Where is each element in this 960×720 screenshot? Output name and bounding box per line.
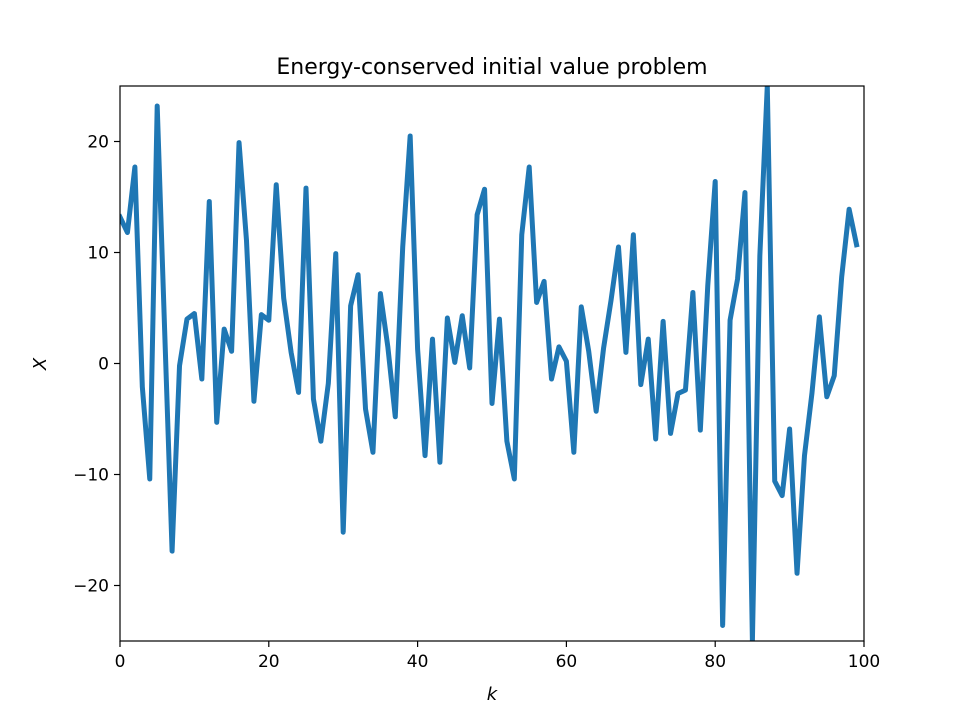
y-tick-label: 0 [98, 355, 109, 375]
x-tick-label: 100 [848, 652, 880, 672]
y-axis-ticks: −20 −10 0 10 20 [73, 133, 120, 597]
y-tick-label: −20 [73, 577, 109, 597]
y-axis-label: X [30, 357, 51, 371]
y-tick-label: 20 [87, 133, 109, 153]
y-tick-label: 10 [87, 244, 109, 264]
chart-title: Energy-conserved initial value problem [276, 55, 707, 80]
x-axis-label: k [487, 684, 499, 705]
series-line-0 [120, 86, 860, 641]
x-axis-ticks: 0 20 40 60 80 100 [115, 641, 880, 672]
y-tick-label: −10 [73, 466, 109, 486]
x-tick-label: 80 [704, 652, 726, 672]
series-layer [120, 86, 860, 641]
x-tick-label: 0 [115, 652, 126, 672]
x-tick-label: 20 [258, 652, 280, 672]
x-tick-label: 60 [556, 652, 578, 672]
x-tick-label: 40 [407, 652, 429, 672]
plot-frame [119, 85, 865, 642]
